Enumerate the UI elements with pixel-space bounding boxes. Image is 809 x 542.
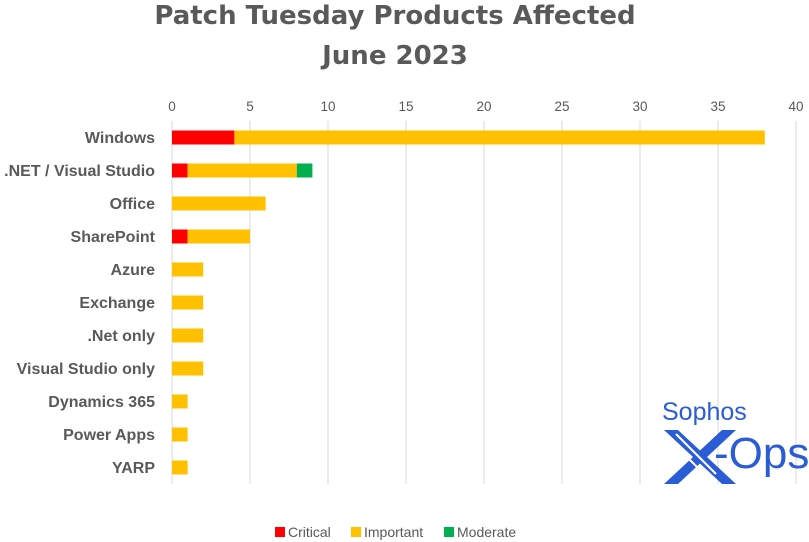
bar-segment-important bbox=[172, 427, 188, 442]
category-label: Visual Studio only bbox=[17, 361, 155, 378]
bar-segment-important bbox=[234, 130, 765, 145]
legend-swatch-important bbox=[351, 527, 361, 537]
bar-segment-important bbox=[172, 460, 188, 475]
x-tick-label: 30 bbox=[632, 99, 647, 114]
legend-label-moderate: Moderate bbox=[457, 524, 516, 540]
gridlines bbox=[171, 121, 797, 484]
bar-segment-critical bbox=[172, 163, 188, 178]
category-labels: Windows .NET / Visual Studio Office SharePo… bbox=[4, 130, 156, 477]
x-tick-label: 5 bbox=[246, 99, 254, 114]
logo-product-text: -Ops bbox=[714, 429, 809, 478]
legend-label-critical: Critical bbox=[288, 524, 331, 540]
bar-segment-important bbox=[172, 196, 266, 211]
bar-segment-important bbox=[187, 229, 250, 244]
x-axis-ticks: 0 5 10 15 20 25 30 35 40 bbox=[168, 99, 803, 114]
bar-segment-critical bbox=[172, 130, 235, 145]
x-mark-inline bbox=[675, 433, 717, 475]
bar-segment-important bbox=[187, 163, 297, 178]
x-tick-label: 40 bbox=[788, 99, 803, 114]
category-label: YARP bbox=[112, 460, 155, 477]
x-mark-inline bbox=[663, 433, 705, 475]
bars bbox=[172, 130, 765, 475]
bar-segment-moderate bbox=[296, 163, 313, 178]
category-label: .NET / Visual Studio bbox=[4, 163, 155, 180]
x-tick-label: 25 bbox=[554, 99, 569, 114]
category-label: SharePoint bbox=[71, 229, 156, 246]
x-tick-label: 10 bbox=[320, 99, 335, 114]
legend-label-important: Important bbox=[364, 524, 423, 540]
bar-segment-important bbox=[172, 361, 204, 376]
category-label: Exchange bbox=[79, 295, 155, 312]
category-label: Power Apps bbox=[63, 427, 155, 444]
chart-subtitle: June 2023 bbox=[320, 41, 468, 71]
legend-swatch-moderate bbox=[444, 527, 454, 537]
x-tick-label: 35 bbox=[710, 99, 725, 114]
x-tick-label: 20 bbox=[476, 99, 491, 114]
bar-segment-important bbox=[172, 328, 204, 343]
category-label: Azure bbox=[111, 262, 156, 279]
x-tick-label: 0 bbox=[168, 99, 176, 114]
sophos-x-ops-logo: Sophos -Ops bbox=[662, 398, 809, 484]
category-label: Dynamics 365 bbox=[48, 394, 155, 411]
x-tick-label: 15 bbox=[398, 99, 413, 114]
bar-segment-important bbox=[172, 394, 188, 409]
category-label: Office bbox=[110, 196, 155, 213]
bar-segment-critical bbox=[172, 229, 188, 244]
category-label: .Net only bbox=[87, 328, 155, 345]
logo-x-mark bbox=[663, 430, 736, 484]
bar-segment-important bbox=[172, 295, 204, 310]
chart-title: Patch Tuesday Products Affected bbox=[154, 1, 635, 31]
category-label: Windows bbox=[85, 130, 155, 147]
bar-segment-important bbox=[172, 262, 204, 277]
logo-brand-text: Sophos bbox=[662, 398, 747, 426]
legend-swatch-critical bbox=[275, 527, 285, 537]
legend: Critical Important Moderate bbox=[275, 524, 516, 540]
